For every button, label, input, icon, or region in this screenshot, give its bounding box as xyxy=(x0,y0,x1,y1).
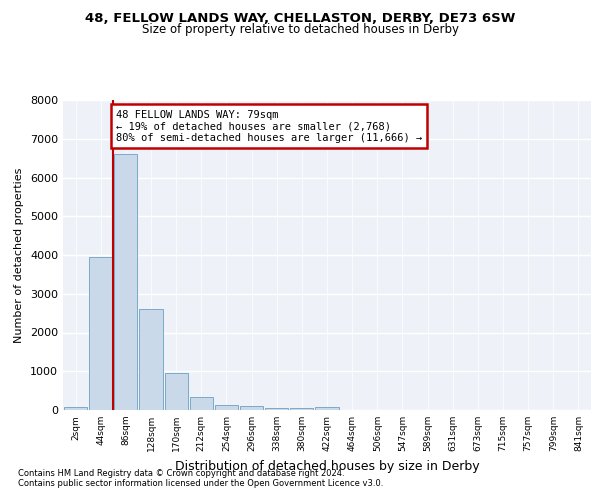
Bar xyxy=(215,405,238,410)
Text: Contains HM Land Registry data © Crown copyright and database right 2024.: Contains HM Land Registry data © Crown c… xyxy=(18,468,344,477)
Bar xyxy=(139,309,163,410)
X-axis label: Distribution of detached houses by size in Derby: Distribution of detached houses by size … xyxy=(175,460,479,472)
Bar xyxy=(64,408,87,410)
Bar xyxy=(190,397,213,410)
Y-axis label: Number of detached properties: Number of detached properties xyxy=(14,168,25,342)
Bar xyxy=(290,408,313,410)
Text: 48 FELLOW LANDS WAY: 79sqm
← 19% of detached houses are smaller (2,768)
80% of s: 48 FELLOW LANDS WAY: 79sqm ← 19% of deta… xyxy=(116,110,422,143)
Text: Contains public sector information licensed under the Open Government Licence v3: Contains public sector information licen… xyxy=(18,478,383,488)
Bar xyxy=(265,408,288,410)
Bar xyxy=(114,154,137,410)
Bar xyxy=(89,257,112,410)
Text: Size of property relative to detached houses in Derby: Size of property relative to detached ho… xyxy=(142,22,458,36)
Bar xyxy=(240,406,263,410)
Text: 48, FELLOW LANDS WAY, CHELLASTON, DERBY, DE73 6SW: 48, FELLOW LANDS WAY, CHELLASTON, DERBY,… xyxy=(85,12,515,26)
Bar xyxy=(316,408,338,410)
Bar xyxy=(164,373,188,410)
